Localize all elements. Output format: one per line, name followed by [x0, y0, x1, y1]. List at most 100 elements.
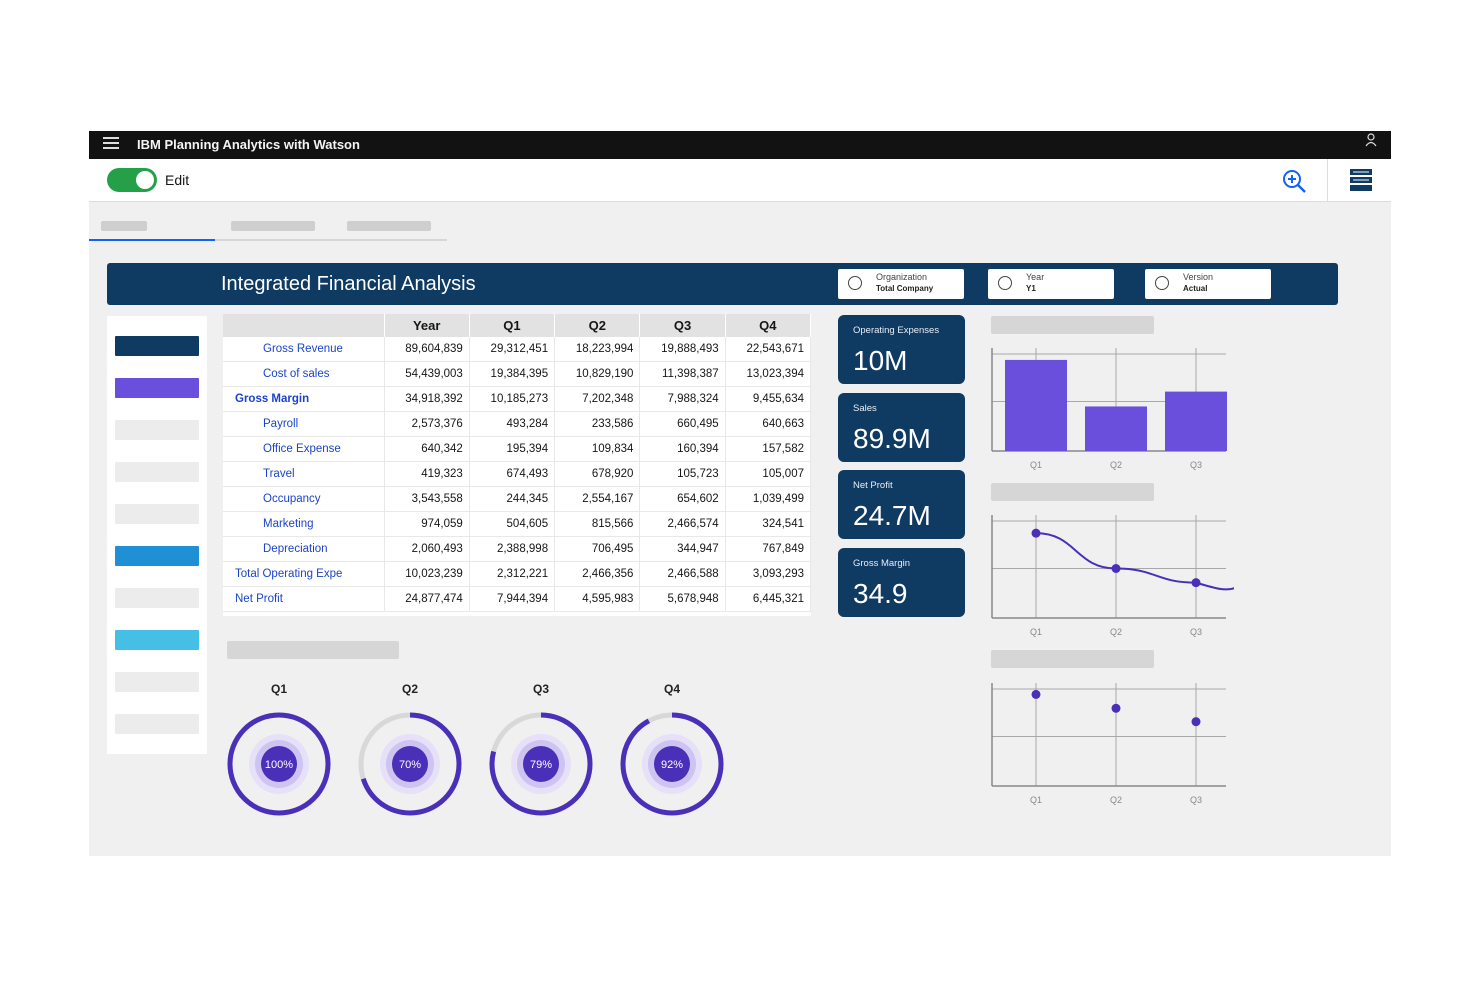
table-row[interactable]: Total Operating Expe 10,023,239 2,312,221 2… [223, 561, 812, 587]
table-cell[interactable]: 13,023,394 [725, 361, 812, 387]
table-cell[interactable]: 3,093,293 [725, 561, 812, 587]
table-cell[interactable]: 419,323 [384, 461, 470, 487]
table-row[interactable]: Gross Margin 34,918,392 10,185,273 7,202,34… [223, 386, 812, 412]
table-cell[interactable]: 2,466,574 [639, 511, 726, 537]
row-label[interactable]: Cost of sales [223, 361, 385, 387]
row-label[interactable]: Payroll [223, 411, 385, 437]
table-row[interactable]: Gross Revenue 89,604,839 29,312,451 18,223,… [223, 337, 812, 362]
table-cell[interactable]: 9,455,634 [725, 386, 812, 412]
table-cell[interactable]: 2,466,588 [639, 561, 726, 587]
table-cell[interactable]: 2,573,376 [384, 411, 470, 437]
tab-placeholder[interactable] [231, 221, 315, 231]
kpi-card[interactable]: Gross Margin 34.9 [838, 548, 965, 617]
table-cell[interactable]: 767,849 [725, 536, 812, 562]
table-cell[interactable]: 324,541 [725, 511, 812, 537]
table-cell[interactable]: 2,554,167 [554, 486, 641, 512]
table-cell[interactable]: 18,223,994 [554, 337, 641, 362]
kpi-card[interactable]: Operating Expenses 10M [838, 315, 965, 384]
table-cell[interactable]: 504,605 [469, 511, 556, 537]
tab-placeholder[interactable] [347, 221, 431, 231]
table-cell[interactable]: 4,595,983 [554, 586, 641, 612]
table-cell[interactable]: 22,543,671 [725, 337, 812, 362]
sidebar-widget[interactable] [115, 588, 199, 608]
table-row[interactable]: Occupancy 3,543,558 244,345 2,554,167 654,60… [223, 486, 812, 512]
kpi-card[interactable]: Net Profit 24.7M [838, 470, 965, 539]
donut-chart[interactable]: 70% [354, 708, 466, 825]
table-cell[interactable]: 974,059 [384, 511, 470, 537]
table-cell[interactable]: 29,312,451 [469, 337, 556, 362]
table-cell[interactable]: 7,988,324 [639, 386, 726, 412]
donut-chart[interactable]: 92% [616, 708, 728, 825]
table-cell[interactable]: 157,582 [725, 436, 812, 462]
table-cell[interactable]: 160,394 [639, 436, 726, 462]
table-cell[interactable]: 3,543,558 [384, 486, 470, 512]
table-cell[interactable]: 660,495 [639, 411, 726, 437]
kpi-card[interactable]: Sales 89.9M [838, 393, 965, 462]
table-cell[interactable]: 7,202,348 [554, 386, 641, 412]
table-cell[interactable]: 19,384,395 [469, 361, 556, 387]
table-cell[interactable]: 7,944,394 [469, 586, 556, 612]
sidebar-widget[interactable] [115, 420, 199, 440]
table-cell[interactable]: 54,439,003 [384, 361, 470, 387]
table-cell[interactable]: 6,445,321 [725, 586, 812, 612]
row-label[interactable]: Total Operating Expe [223, 561, 385, 587]
sidebar-widget[interactable] [115, 546, 199, 566]
filter-version[interactable]: Version Actual [1145, 269, 1271, 299]
table-row[interactable]: Depreciation 2,060,493 2,388,998 706,495 344… [223, 536, 812, 562]
table-cell[interactable]: 654,602 [639, 486, 726, 512]
table-cell[interactable]: 10,185,273 [469, 386, 556, 412]
table-cell[interactable]: 815,566 [554, 511, 641, 537]
table-cell[interactable]: 244,345 [469, 486, 556, 512]
filter-year[interactable]: Year Y1 [988, 269, 1114, 299]
table-cell[interactable]: 2,466,356 [554, 561, 641, 587]
user-icon[interactable] [1365, 133, 1377, 150]
row-label[interactable]: Marketing [223, 511, 385, 537]
table-cell[interactable]: 2,388,998 [469, 536, 556, 562]
table-cell[interactable]: 34,918,392 [384, 386, 470, 412]
menu-icon[interactable] [103, 137, 119, 153]
row-label[interactable]: Depreciation [223, 536, 385, 562]
table-cell[interactable]: 2,060,493 [384, 536, 470, 562]
table-cell[interactable]: 10,829,190 [554, 361, 641, 387]
table-cell[interactable]: 11,398,387 [639, 361, 726, 387]
layout-icon[interactable] [1349, 168, 1373, 192]
table-cell[interactable]: 674,493 [469, 461, 556, 487]
row-label[interactable]: Travel [223, 461, 385, 487]
tab-placeholder[interactable] [101, 221, 147, 231]
table-cell[interactable]: 640,663 [725, 411, 812, 437]
table-cell[interactable]: 678,920 [554, 461, 641, 487]
table-cell[interactable]: 2,312,221 [469, 561, 556, 587]
row-label[interactable]: Office Expense [223, 436, 385, 462]
sidebar-widget[interactable] [115, 462, 199, 482]
table-row[interactable]: Net Profit 24,877,474 7,944,394 4,595,983 5,… [223, 586, 812, 612]
edit-toggle[interactable] [107, 168, 157, 192]
sidebar-widget[interactable] [115, 672, 199, 692]
table-cell[interactable]: 19,888,493 [639, 337, 726, 362]
donut-chart[interactable]: 79% [485, 708, 597, 825]
table-row[interactable]: Cost of sales 54,439,003 19,384,395 10,829,… [223, 361, 812, 387]
zoom-in-icon[interactable] [1281, 168, 1307, 194]
table-row[interactable]: Travel 419,323 674,493 678,920 105,723 105,00… [223, 461, 812, 487]
sidebar-widget[interactable] [115, 378, 199, 398]
table-cell[interactable]: 640,342 [384, 436, 470, 462]
table-row[interactable]: Payroll 2,573,376 493,284 233,586 660,495 640… [223, 411, 812, 437]
sidebar-widget[interactable] [115, 504, 199, 524]
table-cell[interactable]: 10,023,239 [384, 561, 470, 587]
table-cell[interactable]: 105,007 [725, 461, 812, 487]
table-row[interactable]: Office Expense 640,342 195,394 109,834 160,3… [223, 436, 812, 462]
row-label[interactable]: Gross Revenue [223, 337, 385, 362]
table-cell[interactable]: 493,284 [469, 411, 556, 437]
table-cell[interactable]: 109,834 [554, 436, 641, 462]
table-cell[interactable]: 344,947 [639, 536, 726, 562]
table-cell[interactable]: 24,877,474 [384, 586, 470, 612]
table-row[interactable]: Marketing 974,059 504,605 815,566 2,466,574 3… [223, 511, 812, 537]
row-label[interactable]: Net Profit [223, 586, 385, 612]
donut-chart[interactable]: 100% [223, 708, 335, 825]
row-label[interactable]: Occupancy [223, 486, 385, 512]
row-label[interactable]: Gross Margin [223, 386, 385, 412]
filter-organization[interactable]: Organization Total Company [838, 269, 964, 299]
table-cell[interactable]: 706,495 [554, 536, 641, 562]
sidebar-widget[interactable] [115, 714, 199, 734]
table-cell[interactable]: 89,604,839 [384, 337, 470, 362]
table-cell[interactable]: 195,394 [469, 436, 556, 462]
